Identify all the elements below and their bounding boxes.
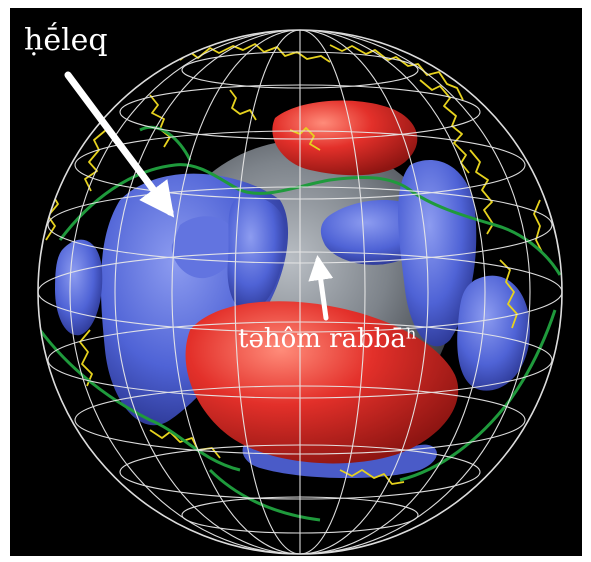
blue-blob-right bbox=[398, 160, 477, 347]
blue-blob-center bbox=[227, 196, 285, 312]
label-heleq: ḥḗleq bbox=[24, 23, 108, 58]
label-tehom-rabbah: təhôm rabbāʰ bbox=[238, 324, 418, 354]
graticule bbox=[38, 30, 562, 554]
blue-blob-far-right bbox=[457, 275, 530, 391]
sphere-outline bbox=[37, 29, 563, 555]
red-blob-bottom bbox=[185, 301, 459, 464]
blue-regions bbox=[55, 160, 530, 479]
blue-blob-left-small bbox=[171, 216, 236, 279]
blue-blob-far-left bbox=[55, 239, 103, 336]
arrow-tehom bbox=[308, 255, 334, 321]
arrow-heleq bbox=[64, 71, 175, 218]
